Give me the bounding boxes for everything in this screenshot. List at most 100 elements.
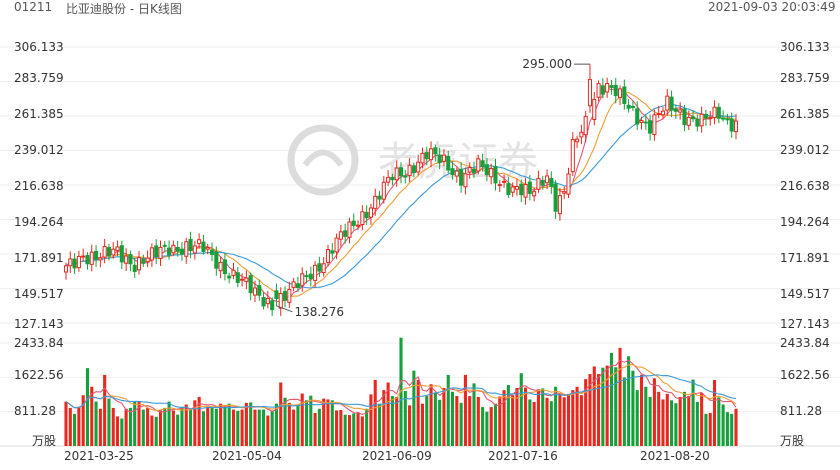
candle-body (617, 88, 623, 99)
volume-bar (184, 404, 188, 446)
candle (596, 80, 601, 102)
candle (364, 205, 369, 225)
volume-bar (330, 400, 334, 446)
candle-body (643, 121, 648, 124)
volume-bar (128, 407, 132, 446)
candle (630, 101, 635, 112)
volume-bar (420, 403, 425, 446)
candle-body (300, 273, 305, 287)
candle-body (622, 86, 627, 104)
volume-tick-left: 811.28 (14, 404, 56, 418)
price-tick-right: 171.891 (780, 251, 830, 265)
candle (252, 280, 258, 303)
volume-bar (313, 412, 317, 446)
volume-bar (416, 379, 420, 446)
candle-body (218, 261, 223, 272)
candle (102, 238, 107, 264)
candle-body (527, 181, 532, 194)
candle (510, 182, 515, 197)
price-tick-right: 261.385 (780, 107, 830, 121)
volume-bar (463, 374, 467, 446)
candle-body (600, 85, 605, 95)
candle (480, 153, 485, 172)
candle (600, 78, 605, 99)
candle (476, 154, 481, 175)
candle-body (111, 248, 116, 256)
candle (265, 290, 270, 309)
volume-bar (236, 410, 240, 446)
candle-body (149, 247, 154, 261)
candle-body (686, 116, 691, 126)
candle-body (682, 108, 687, 126)
watermark: 老虎证券 (287, 124, 538, 196)
candle (536, 170, 541, 193)
volume-bar (227, 403, 231, 446)
volume-bar (682, 391, 687, 446)
volume-bar (154, 416, 158, 446)
volume-bar (240, 409, 244, 446)
candle-body (678, 109, 683, 113)
candle (471, 161, 477, 179)
ma20-line (65, 103, 737, 289)
volume-bar (266, 415, 270, 446)
volume-bar (657, 391, 661, 446)
candle (506, 176, 511, 198)
candle-body (459, 168, 464, 186)
candle-body (703, 113, 708, 119)
candle-body (532, 191, 537, 197)
candle (317, 256, 322, 277)
candle (420, 147, 425, 169)
volume-bar (81, 395, 85, 446)
candle (622, 79, 627, 110)
candle-body (549, 177, 554, 187)
candle-body (287, 288, 292, 303)
candle-body (63, 265, 69, 273)
candle (325, 244, 331, 267)
candle (381, 175, 386, 204)
date-tick: 2021-06-09 (362, 449, 432, 463)
price-tick-right: 149.517 (780, 287, 830, 301)
candle (282, 286, 288, 308)
candle-body (278, 293, 283, 309)
volume-bar (317, 408, 321, 446)
candle (313, 261, 318, 288)
volume-bar (377, 403, 382, 446)
volume-bar (648, 396, 652, 446)
candle (433, 144, 438, 162)
candle (158, 240, 163, 266)
volume-bar (283, 397, 287, 446)
candle (72, 253, 77, 274)
volume-bar (562, 397, 566, 446)
volume-bar (352, 413, 356, 446)
candle (261, 291, 266, 310)
candle-body (570, 138, 575, 173)
candle (351, 213, 356, 230)
volume-bar (309, 395, 313, 446)
candle-body (240, 278, 245, 281)
candle-body (368, 207, 373, 218)
candle (308, 266, 313, 287)
volume-bar (459, 402, 463, 446)
volume-bar (412, 370, 416, 446)
candle-body (334, 237, 339, 253)
candle-body (132, 264, 137, 272)
candle-body (476, 158, 481, 172)
volume-bar (734, 408, 738, 446)
volume-bar (700, 393, 704, 446)
candle (398, 162, 404, 184)
price-tick-left: 171.891 (14, 251, 64, 265)
candle-body (313, 264, 318, 281)
volume-bar (588, 374, 592, 446)
candle (304, 270, 309, 284)
volume-bar (343, 414, 347, 446)
candle-body (295, 283, 300, 289)
candle (592, 92, 597, 126)
candle (94, 245, 99, 267)
candle (386, 170, 391, 186)
volume-bar (635, 390, 639, 446)
volume-tick-left: 1622.56 (14, 368, 64, 382)
candle (484, 158, 489, 182)
candle (463, 167, 468, 195)
volume-bar (193, 400, 197, 446)
candle (643, 114, 648, 130)
